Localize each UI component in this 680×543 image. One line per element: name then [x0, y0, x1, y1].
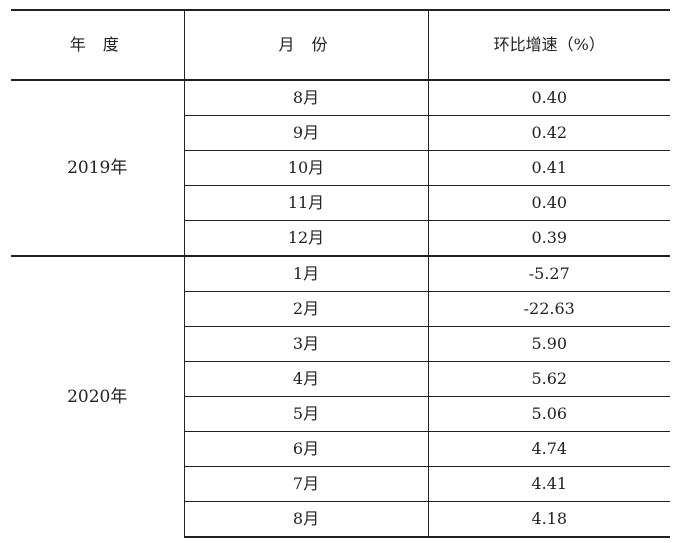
month-cell: 8月 — [184, 80, 429, 116]
growth-value-cell: 0.39 — [428, 220, 670, 256]
month-cell: 5月 — [184, 396, 429, 432]
header-row: 年 度 月 份 环比增速（%） — [11, 9, 670, 81]
table-row: 8月 4.18 — [11, 501, 670, 538]
month-cell: 7月 — [184, 466, 429, 502]
month-cell: 4月 — [184, 361, 429, 397]
growth-value-cell: 0.41 — [428, 150, 670, 186]
month-cell: 6月 — [184, 431, 429, 467]
growth-value-cell: 5.62 — [428, 361, 670, 397]
growth-value-cell: 0.42 — [428, 115, 670, 151]
table-row: 6月 4.74 — [11, 431, 670, 467]
header-growth: 环比增速（%） — [428, 9, 670, 81]
table-row: 2019年 8月 0.40 — [11, 80, 670, 256]
table-row: 9月 0.42 — [11, 115, 670, 151]
month-cell: 1月 — [184, 255, 429, 292]
header-year: 年 度 — [11, 9, 185, 81]
growth-value-cell: -22.63 — [428, 291, 670, 327]
growth-table: 年 度 月 份 环比增速（%） 2019年 8月 0.40 9月 0.42 10月 0.41… — [11, 9, 670, 538]
table-row: 4月 5.62 — [11, 361, 670, 397]
table-row: 2020年 1月 -5.27 — [11, 255, 670, 537]
table-row: 2月 -22.63 — [11, 291, 670, 327]
growth-value-cell: 0.40 — [428, 185, 670, 221]
table-row: 3月 5.90 — [11, 326, 670, 362]
table-row: 12月 0.39 — [11, 220, 670, 256]
table-row: 7月 4.41 — [11, 466, 670, 502]
year-cell: 2019年 — [11, 80, 185, 256]
growth-value-cell: 5.90 — [428, 326, 670, 362]
growth-value-cell: 4.41 — [428, 466, 670, 502]
growth-value-cell: -5.27 — [428, 255, 670, 292]
growth-value-cell: 0.40 — [531, 88, 568, 107]
table-row: 11月 0.40 — [11, 185, 670, 221]
growth-value-cell: 4.74 — [428, 431, 670, 467]
table-row: 10月 0.41 — [11, 150, 670, 186]
month-cell: 9月 — [184, 115, 429, 151]
month-cell: 8月 — [184, 501, 429, 538]
month-cell: 11月 — [184, 185, 429, 221]
header-month: 月 份 — [184, 9, 429, 81]
month-cell: 12月 — [184, 220, 429, 256]
table-row: 5月 5.06 — [11, 396, 670, 432]
growth-value-cell: 5.06 — [428, 396, 670, 432]
growth-value-cell: 4.18 — [428, 501, 670, 538]
month-cell: 2月 — [184, 291, 429, 327]
month-cell: 10月 — [184, 150, 429, 186]
month-cell: 3月 — [184, 326, 429, 362]
year-cell: 2020年 — [11, 255, 185, 537]
table-body: 2019年 8月 0.40 9月 0.42 10月 0.41 11月 0.40 12月 0.39 20… — [11, 80, 670, 538]
